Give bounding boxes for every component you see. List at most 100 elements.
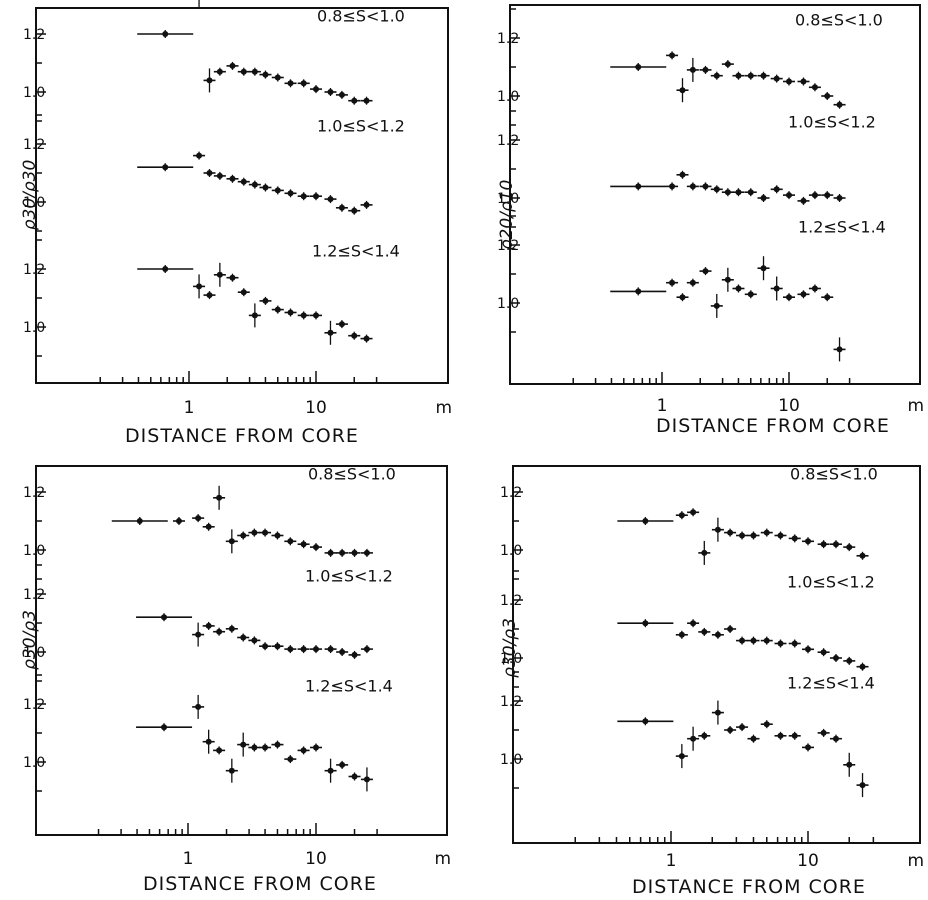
marker xyxy=(228,767,235,774)
data-point xyxy=(137,30,194,38)
data-point xyxy=(237,531,250,540)
marker xyxy=(206,170,213,176)
marker xyxy=(229,175,236,182)
data-point xyxy=(137,265,194,273)
marker xyxy=(750,532,757,539)
y-axis-title: ρ30/ρ3 xyxy=(500,618,520,678)
marker xyxy=(642,518,649,524)
x-tick-label: 10 xyxy=(305,398,327,418)
marker xyxy=(251,637,258,644)
data-point xyxy=(821,293,834,302)
y-tick-label: 1.0 xyxy=(497,296,519,312)
data-point xyxy=(710,71,723,80)
marker xyxy=(805,744,811,751)
marker xyxy=(313,312,319,319)
marker xyxy=(642,718,649,725)
marker xyxy=(251,744,258,751)
x-axis-title: DISTANCE FROM CORE xyxy=(656,415,890,437)
data-point xyxy=(259,528,272,537)
marker xyxy=(724,276,731,283)
marker xyxy=(216,747,223,754)
marker xyxy=(702,183,709,190)
marker xyxy=(832,541,839,548)
marker xyxy=(859,552,866,559)
marker xyxy=(811,285,818,292)
data-point xyxy=(698,627,711,636)
y-tick-label: 1.0 xyxy=(23,195,45,211)
data-point xyxy=(202,621,215,630)
marker xyxy=(702,66,709,73)
data-point xyxy=(297,540,310,549)
data-point xyxy=(213,171,226,180)
marker xyxy=(724,61,731,68)
marker xyxy=(161,614,168,621)
data-point xyxy=(808,284,821,293)
marker xyxy=(262,184,269,191)
marker xyxy=(240,532,247,539)
marker xyxy=(287,538,294,545)
data-point xyxy=(770,74,783,83)
data-point xyxy=(721,188,734,197)
data-point xyxy=(284,755,297,764)
data-point xyxy=(757,256,770,281)
data-point xyxy=(770,276,783,301)
marker xyxy=(727,529,734,536)
data-point xyxy=(699,65,712,74)
marker xyxy=(327,767,334,774)
x-unit-label: m xyxy=(907,851,924,871)
marker xyxy=(669,183,676,190)
marker xyxy=(274,741,281,748)
data-point xyxy=(760,636,773,645)
data-point xyxy=(736,531,749,540)
data-point xyxy=(675,511,688,520)
marker xyxy=(713,186,720,193)
marker xyxy=(195,515,202,522)
data-point xyxy=(833,194,846,202)
data-point xyxy=(686,182,699,191)
x-tick-label: 1 xyxy=(183,849,194,869)
data-point xyxy=(724,528,737,537)
marker xyxy=(300,193,307,200)
data-point xyxy=(757,71,770,80)
marker xyxy=(824,294,831,301)
data-point xyxy=(324,320,337,345)
y-tick-label: 1.0 xyxy=(23,645,45,661)
data-point xyxy=(336,648,349,656)
data-point xyxy=(687,726,700,751)
marker xyxy=(635,64,642,70)
marker xyxy=(351,773,358,780)
data-point xyxy=(783,77,795,86)
data-point xyxy=(237,177,250,186)
data-point xyxy=(237,732,250,757)
data-point xyxy=(617,717,674,726)
data-point xyxy=(271,73,284,82)
marker xyxy=(274,74,281,81)
marker xyxy=(669,279,676,286)
marker xyxy=(313,646,319,653)
data-point xyxy=(699,267,712,276)
marker xyxy=(313,193,319,200)
marker xyxy=(786,294,792,301)
y-tick-label: 1.2 xyxy=(23,697,45,713)
data-point xyxy=(675,630,688,639)
data-point xyxy=(213,485,226,510)
marker xyxy=(351,332,358,339)
y-tick-label: 1.2 xyxy=(23,485,45,501)
data-point xyxy=(248,303,261,328)
marker xyxy=(760,72,767,79)
data-point xyxy=(710,185,723,194)
marker xyxy=(240,178,247,185)
marker xyxy=(811,84,818,91)
data-point xyxy=(747,734,760,743)
data-point xyxy=(335,320,348,329)
data-point xyxy=(324,645,337,654)
marker xyxy=(747,72,754,79)
marker xyxy=(678,512,685,519)
data-point xyxy=(757,194,770,202)
plot-frame xyxy=(509,4,921,385)
marker xyxy=(229,62,236,69)
series-label: 1.2≤S<1.4 xyxy=(305,677,393,696)
marker xyxy=(836,195,843,201)
marker xyxy=(713,72,720,79)
marker xyxy=(635,288,642,295)
